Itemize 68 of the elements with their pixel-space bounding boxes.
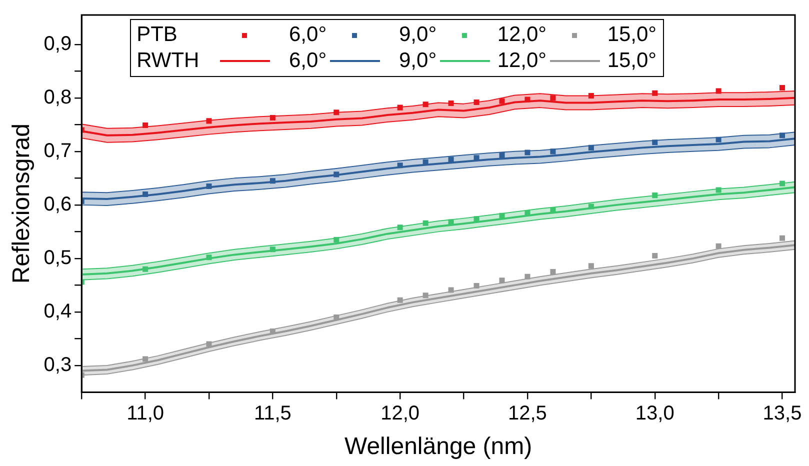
x-tick-label: 11,0 [126, 402, 164, 425]
point [499, 278, 505, 284]
point [397, 224, 403, 230]
legend-label: 15,0° [606, 22, 657, 48]
point [422, 220, 428, 226]
legend-label: 6,0° [288, 22, 327, 48]
x-tick-label: 13,0 [635, 402, 674, 425]
y-tick-label: 0,5 [44, 246, 72, 269]
point [652, 192, 658, 198]
y-tick-label: 0,8 [44, 86, 72, 108]
point [588, 144, 594, 150]
point [474, 99, 480, 105]
point [270, 114, 276, 120]
point [397, 104, 403, 110]
legend-label: 9,0° [398, 48, 437, 74]
annotation: PTB [136, 22, 178, 48]
annotation: RWTH [136, 48, 200, 74]
point [588, 263, 594, 269]
point [780, 235, 786, 241]
legend-label: 6,0° [288, 48, 327, 74]
point [474, 216, 480, 222]
point [499, 212, 505, 218]
point [652, 90, 658, 96]
legend-label: 12,0° [496, 22, 547, 48]
point [716, 243, 722, 249]
point [499, 98, 505, 104]
point [474, 282, 480, 288]
legend-label: 12,0° [496, 48, 547, 74]
y-tick-label: 0,4 [44, 300, 72, 322]
point [422, 292, 428, 298]
point [524, 150, 530, 156]
point [524, 274, 530, 280]
point [499, 152, 505, 158]
y-axis-title: Reflexionsgrad [8, 124, 36, 284]
point [448, 287, 454, 293]
point [142, 356, 148, 362]
point [716, 88, 722, 94]
point [780, 85, 786, 91]
point [716, 187, 722, 193]
point [588, 93, 594, 99]
x-tick-label: 12,0 [380, 402, 420, 425]
point [652, 140, 658, 146]
point [550, 95, 556, 101]
y-tick-label: 0,6 [44, 193, 72, 216]
y-tick-label: 0,3 [44, 354, 72, 376]
point [422, 102, 428, 108]
point [448, 156, 454, 162]
x-tick-label: 13,5 [762, 402, 802, 425]
x-tick-label: 11,5 [254, 402, 292, 425]
legend-label: 9,0° [398, 22, 437, 48]
point [206, 118, 212, 124]
point [448, 100, 454, 106]
point [550, 148, 556, 154]
y-tick-label: 0,7 [44, 140, 72, 162]
point [780, 180, 786, 186]
x-axis-title: Wellenlänge (nm) [344, 433, 532, 460]
legend-label: 15,0° [606, 48, 657, 74]
point [716, 136, 722, 142]
point [652, 253, 658, 259]
point [334, 236, 340, 242]
point [397, 297, 403, 303]
point [334, 110, 340, 116]
point [206, 341, 212, 347]
x-tick-label: 12,5 [508, 402, 547, 425]
y-tick-label: 0,9 [44, 32, 72, 55]
point [550, 269, 556, 275]
point [142, 122, 148, 128]
point [780, 132, 786, 138]
